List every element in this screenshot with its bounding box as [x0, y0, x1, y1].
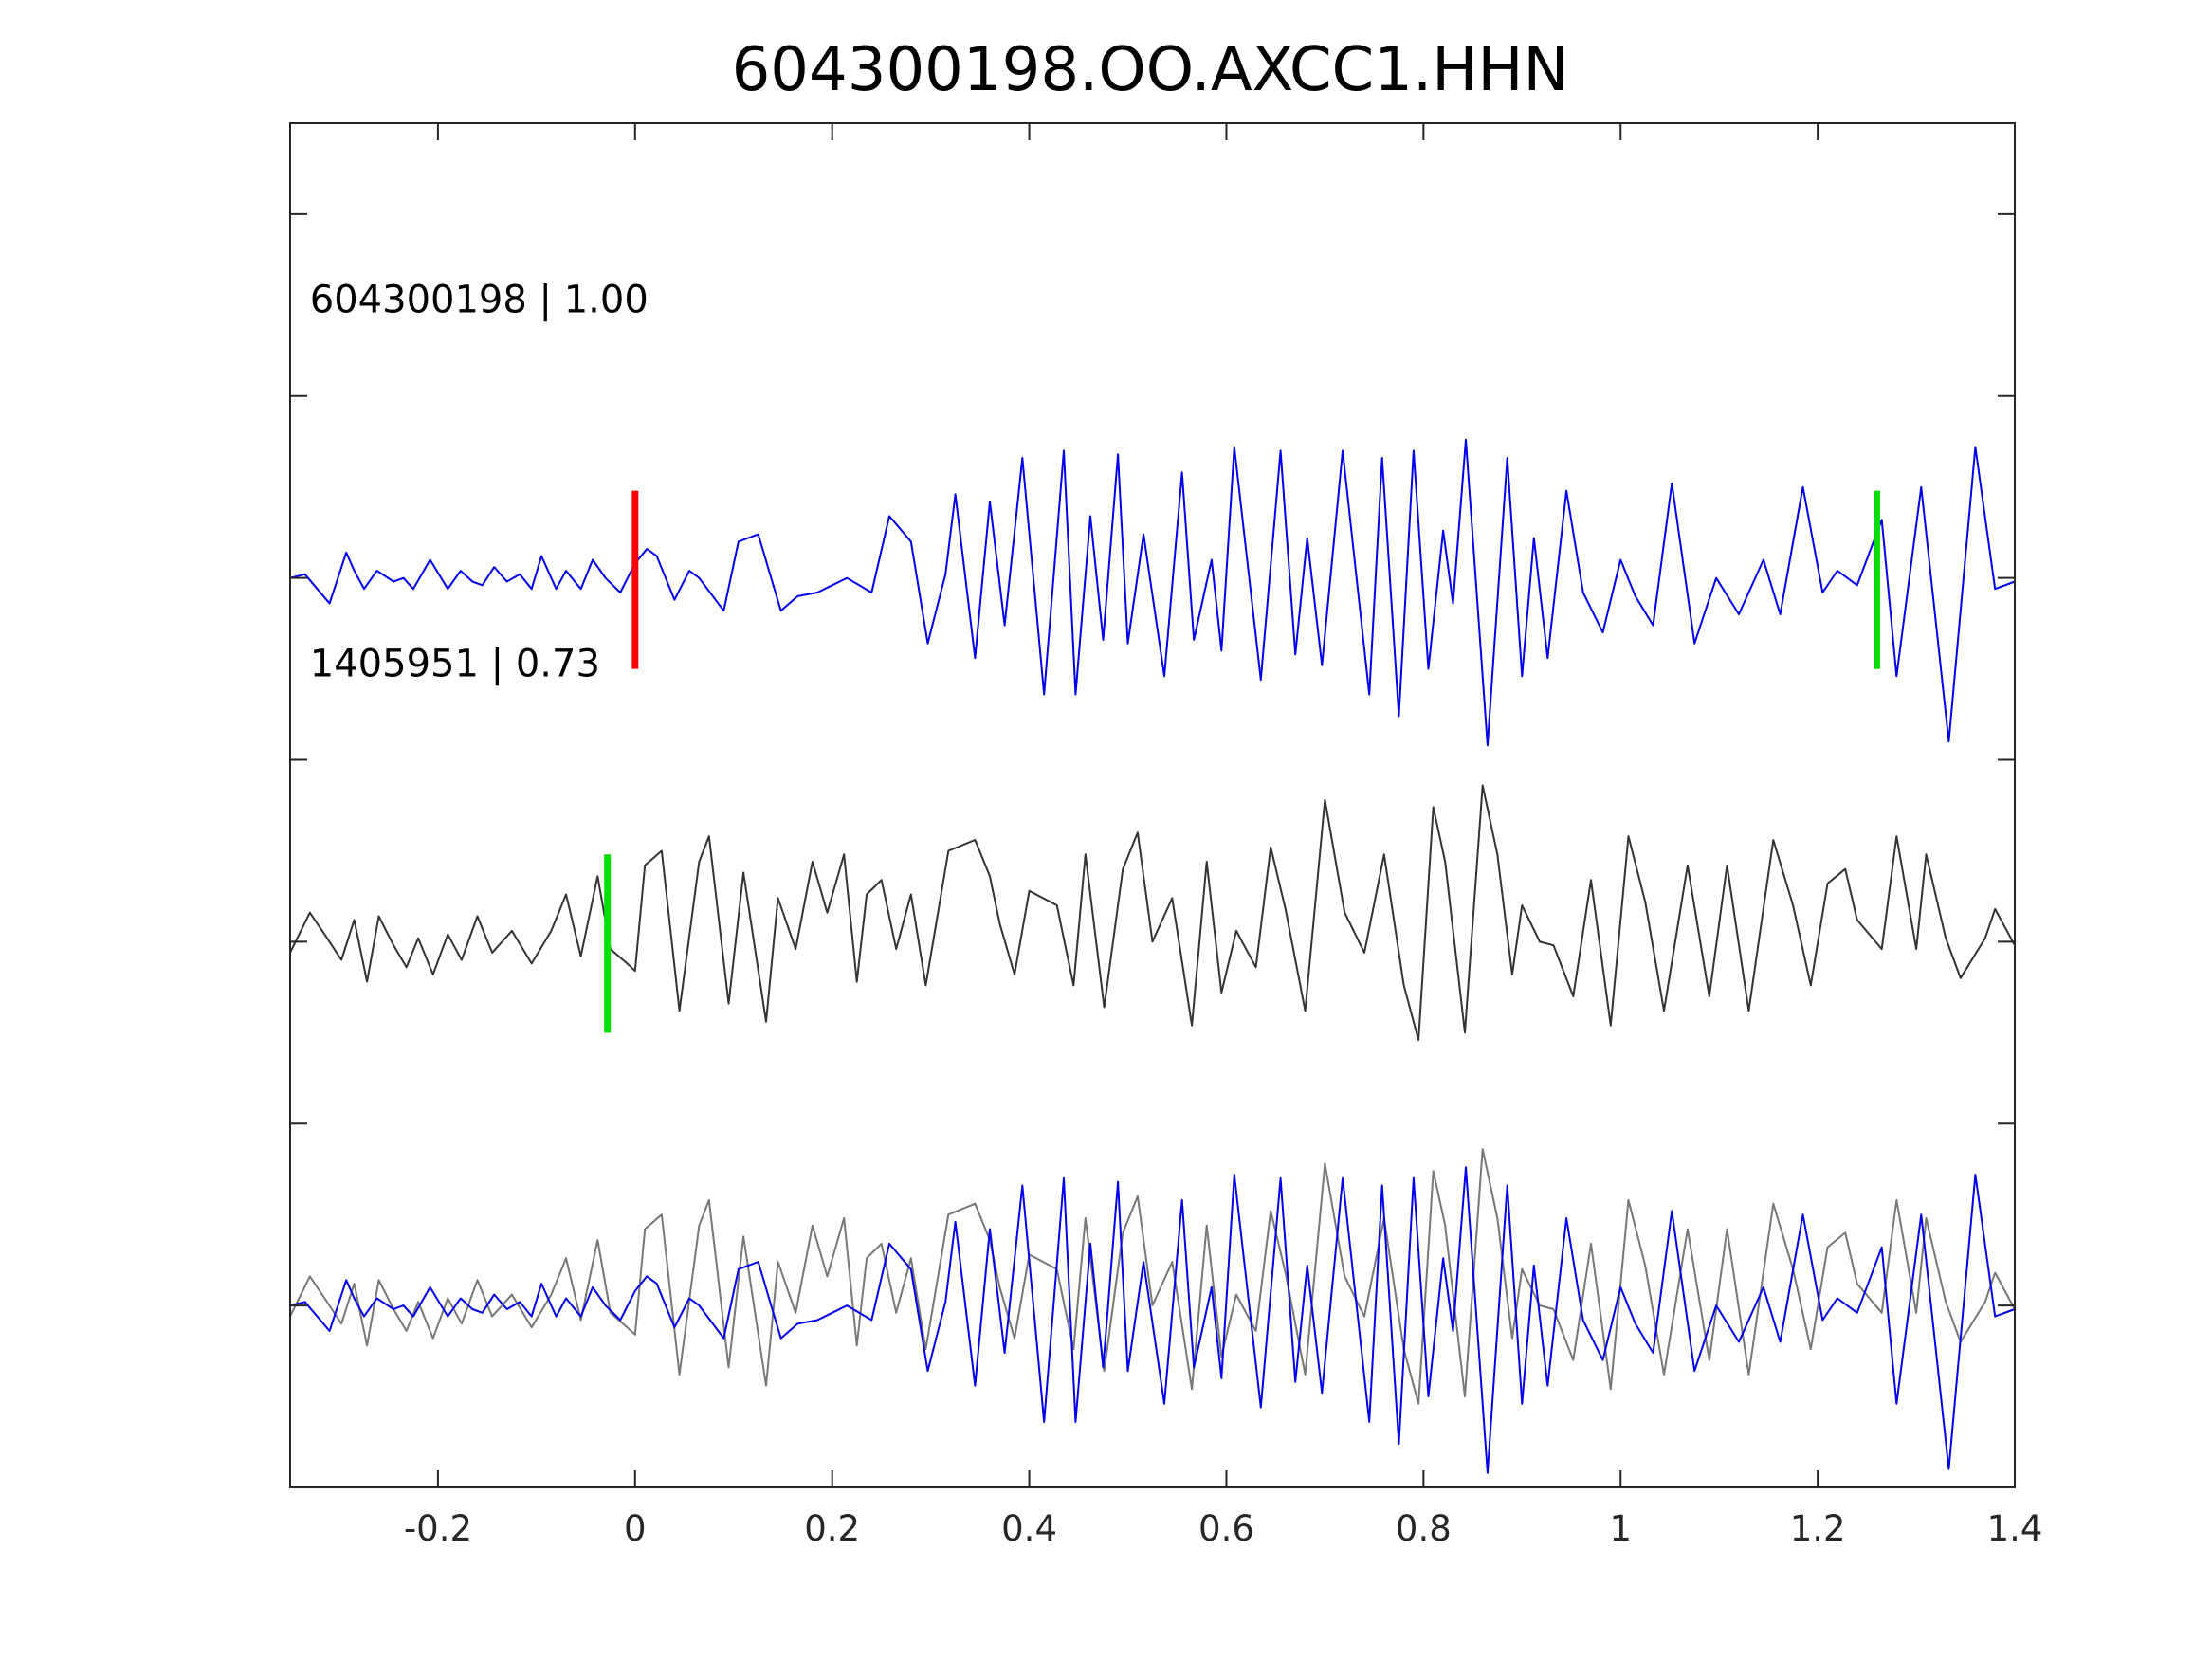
x-axis-ticks: -0.2 0 0.2 0.4 0.6 0.8 1 1.2 1.4 [404, 123, 2043, 1549]
waveform-neighbor-1 [290, 784, 2015, 1041]
traces [290, 438, 2015, 1474]
trace-labels: 604300198 | 1.00 1405951 | 0.73 [310, 279, 649, 686]
waveform-template-0 [290, 438, 2015, 747]
x-tick-label: 1.2 [1790, 1508, 1846, 1549]
trace-label: 1405951 | 0.73 [310, 642, 600, 685]
y-axis-ticks [290, 212, 2015, 1307]
x-tick-label: -0.2 [404, 1508, 472, 1549]
x-tick-label: 0 [624, 1508, 647, 1549]
chart-title: 604300198.OO.AXCC1.HHN [732, 35, 1569, 105]
x-tick-label: 0.2 [804, 1508, 860, 1549]
x-tick-label: 0.6 [1198, 1508, 1254, 1549]
pick-markers [604, 490, 1880, 1033]
axes-frame [289, 122, 2016, 1488]
trace-label: 604300198 | 1.00 [310, 279, 649, 322]
plot-area: 604300198 | 1.00 1405951 | 0.73 -0.2 0 0.2 0… [289, 122, 2043, 1549]
waveform-overlay_neighbor-2 [290, 1148, 2015, 1405]
x-tick-label: 1 [1609, 1508, 1632, 1549]
x-tick-label: 0.8 [1396, 1508, 1452, 1549]
x-tick-label: 0.4 [1001, 1508, 1057, 1549]
x-tick-label: 1.4 [1987, 1508, 2043, 1549]
waveform-template-3 [290, 1166, 2015, 1474]
